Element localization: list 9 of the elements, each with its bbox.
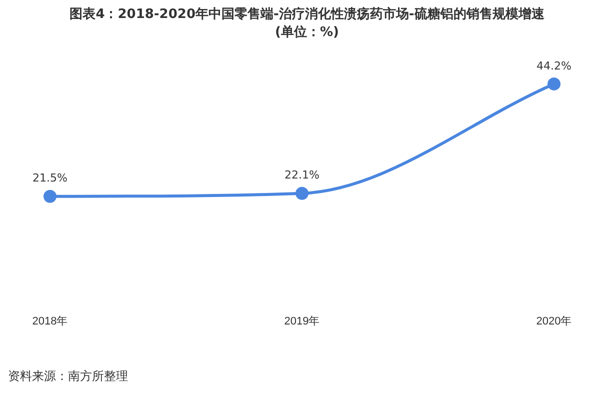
x-tick-label: 2019年 [284,315,320,328]
x-tick-label: 2020年 [536,315,572,328]
x-tick-label: 2018年 [32,315,68,328]
data-label: 22.1% [284,168,320,182]
data-label: 44.2% [536,59,572,72]
text: 资料来源：南方所整理 [8,368,128,385]
chart-title: 图表4：2018-2020年中国零售端-治疗消化性溃疡药市场-硫糖铝的销售规模增速 [68,6,546,24]
data-label: 21.5% [32,172,68,185]
chart-subtitle: (单位：%) [274,24,340,42]
